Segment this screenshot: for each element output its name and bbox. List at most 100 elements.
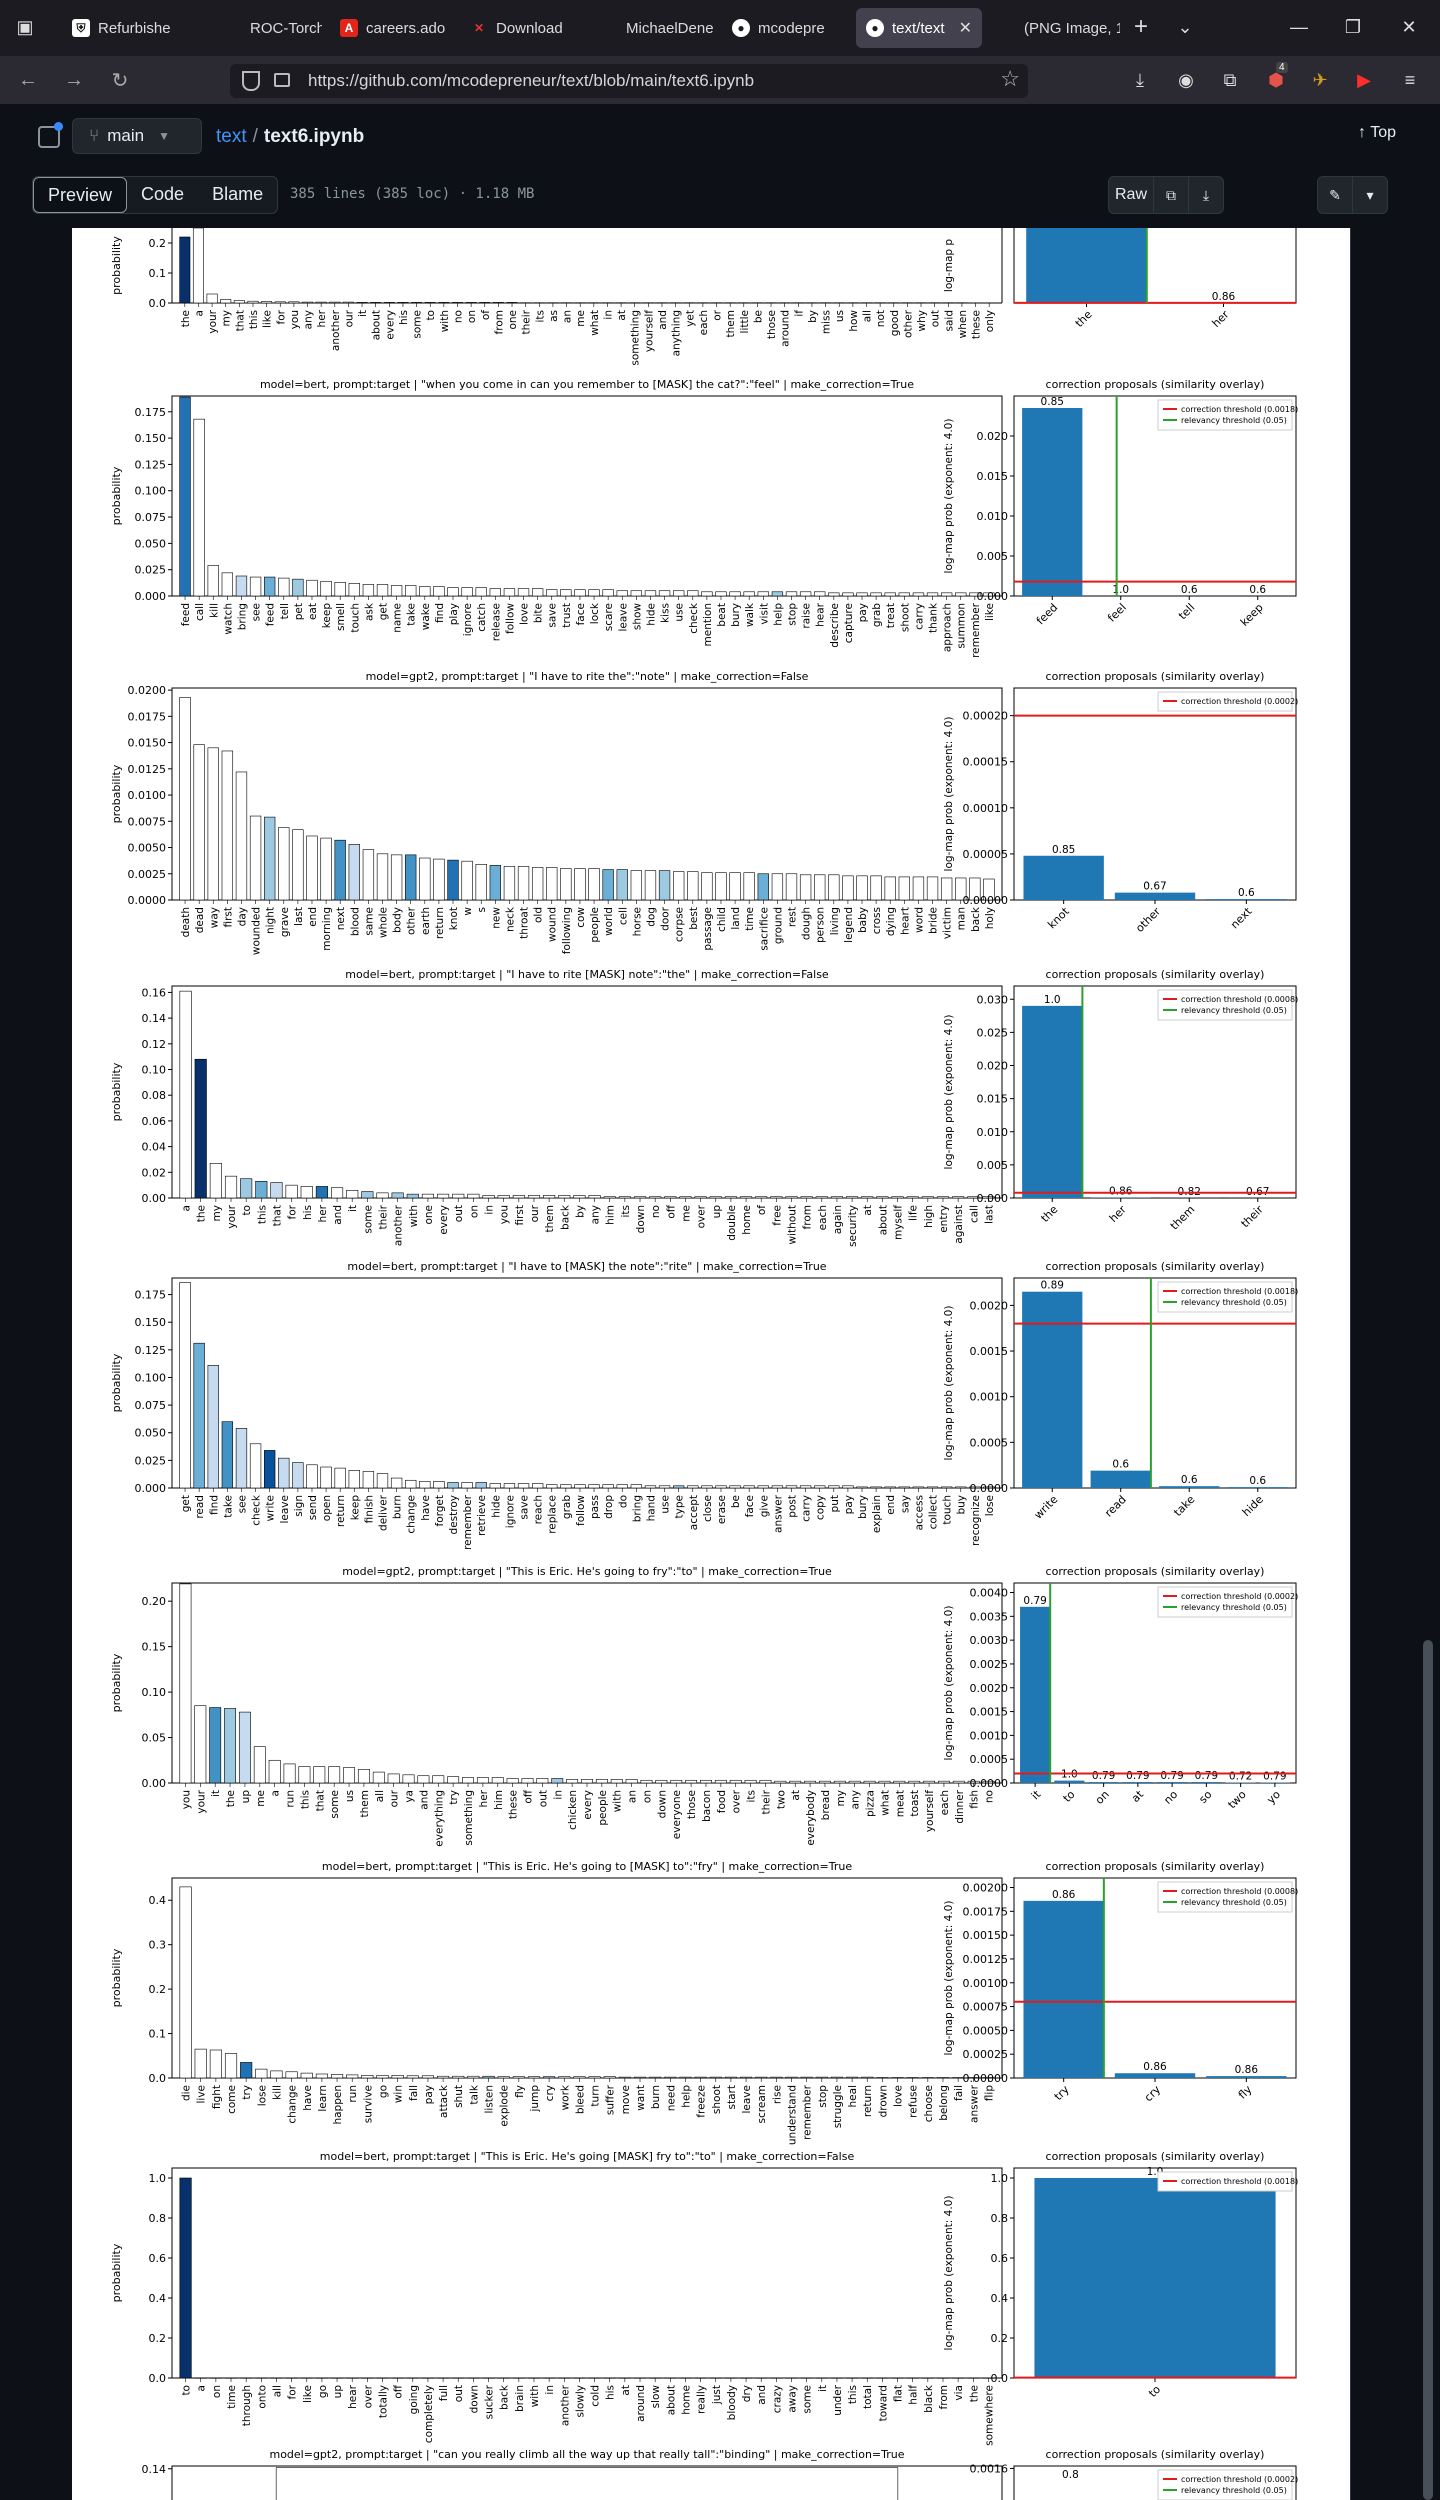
top-button[interactable]: ↑ Top: [1358, 124, 1396, 142]
forward-icon[interactable]: →: [64, 68, 84, 91]
x-tick-label: really: [696, 2385, 708, 2414]
x-tick-label: eat: [307, 603, 319, 620]
tab-4[interactable]: MichaelDenenb: [590, 8, 714, 48]
close-window-icon[interactable]: ✕: [1401, 16, 1417, 37]
branch-selector[interactable]: ⑂ main ▼: [72, 118, 202, 154]
downloads-icon[interactable]: ⤓: [1136, 69, 1144, 90]
bar: [891, 1196, 904, 1199]
y-tick-label: 0.15: [142, 1641, 167, 1654]
tab-blame[interactable]: Blame: [212, 183, 264, 204]
bar: [383, 302, 395, 304]
x-tick-label: them: [544, 1205, 556, 1232]
bar: [739, 2076, 753, 2079]
bar: [673, 871, 685, 901]
tab-5[interactable]: ● mcodepre: [722, 8, 848, 48]
x-tick-label: these: [971, 310, 983, 339]
bookmark-star-icon[interactable]: ☆: [1000, 66, 1020, 91]
bar: [898, 592, 910, 597]
x-tick-label: treat: [885, 603, 897, 628]
bar: [743, 1485, 755, 1489]
x-tick-label: double: [726, 1205, 738, 1241]
extension-icon[interactable]: ✈: [1312, 69, 1328, 90]
x-tick-label: of: [756, 1205, 768, 1215]
y-tick-label: 0.175: [135, 1289, 167, 1302]
x-tick-label: each: [698, 310, 710, 335]
tab-code[interactable]: Code: [141, 183, 185, 204]
tracking-shield-icon[interactable]: [242, 71, 260, 91]
x-tick-label: the: [968, 2385, 980, 2402]
account-icon[interactable]: ◉: [1178, 69, 1194, 90]
youtube-icon[interactable]: ▶: [1357, 69, 1371, 90]
y-tick-label: 0.025: [977, 1026, 1009, 1039]
close-tab-icon[interactable]: ✕: [958, 20, 972, 37]
x-tick-label: why: [916, 310, 928, 331]
menu-icon[interactable]: ≡: [1404, 69, 1416, 90]
download-icon[interactable]: ⤓: [1188, 177, 1223, 213]
breadcrumb: text / text6.ipynb: [216, 126, 364, 148]
tab-6[interactable]: ● text/text ✕: [856, 8, 982, 48]
lock-icon[interactable]: [274, 73, 290, 87]
scrollbar-thumb[interactable]: [1423, 1640, 1433, 2500]
edit-dropdown-chevron-icon[interactable]: ▾: [1352, 177, 1387, 213]
ublock-icon[interactable]: ⬢: [1268, 69, 1284, 90]
x-tick-label: access: [913, 1495, 925, 1530]
tab-1[interactable]: ROC-Torch: [214, 8, 322, 48]
x-tick-label: put: [829, 1495, 841, 1512]
bar: [264, 576, 276, 597]
x-tick-label: come: [226, 2085, 238, 2114]
bar: [743, 872, 755, 901]
breadcrumb-repo-link[interactable]: text: [216, 126, 247, 147]
back-icon[interactable]: ←: [18, 68, 38, 91]
y-tick-label: 0.0000: [128, 894, 167, 907]
x-tick-label: return: [862, 2085, 874, 2117]
x-tick-label: return: [335, 1495, 347, 1527]
proposal-x-label: keep: [1238, 601, 1266, 629]
url-bar[interactable]: https://github.com/mcodepreneur/text/blo…: [230, 64, 1028, 98]
tab-7[interactable]: (PNG Image, 14: [988, 8, 1120, 48]
bar: [512, 2076, 525, 2079]
restore-icon[interactable]: ❐: [1344, 16, 1362, 37]
proposal-bar: [1206, 2076, 1287, 2078]
new-tab-button[interactable]: +: [1133, 13, 1148, 40]
x-tick-label: death: [180, 907, 192, 937]
tab-overview-icon[interactable]: ▣: [16, 16, 34, 37]
bar: [774, 1780, 787, 1784]
x-tick-label: pay: [843, 1495, 855, 1514]
copy-icon[interactable]: ⧉: [1153, 177, 1188, 213]
x-tick-label: this: [847, 2385, 859, 2404]
x-tick-label: hear: [347, 2384, 359, 2409]
sidebar-toggle-icon[interactable]: [38, 126, 60, 148]
tab-preview[interactable]: Preview: [33, 177, 128, 213]
notification-dot: [54, 122, 63, 131]
extension-badge: 4: [1276, 62, 1288, 73]
bar: [328, 1766, 341, 1784]
x-tick-label: passage: [702, 907, 714, 951]
proposal-bar: [1022, 408, 1083, 596]
edit-pencil-icon[interactable]: ✎: [1329, 186, 1341, 203]
bar: [390, 854, 403, 901]
bar: [819, 1780, 831, 1784]
bar: [893, 1780, 906, 1784]
minimize-icon[interactable]: —: [1290, 16, 1308, 37]
x-tick-label: against: [953, 1205, 965, 1244]
x-tick-label: destroy: [448, 1495, 460, 1534]
reload-icon[interactable]: ↻: [111, 69, 129, 92]
x-tick-label: talk: [468, 2084, 480, 2104]
x-tick-label: type: [674, 1495, 686, 1518]
proposal-x-label: feel: [1105, 601, 1129, 625]
x-tick-label: carry: [801, 1495, 813, 1522]
tab-list-chevron-icon[interactable]: ⌄: [1177, 16, 1193, 37]
x-tick-label: around: [635, 2385, 647, 2422]
tab-3[interactable]: ✕ Download: [460, 8, 582, 48]
tab-0[interactable]: ⛨ Refurbishe: [62, 8, 204, 48]
bar: [361, 1191, 374, 1199]
y-tick-label: 0.0040: [970, 1587, 1009, 1600]
bar: [658, 590, 671, 597]
raw-button[interactable]: Raw: [1114, 186, 1147, 203]
extensions-icon[interactable]: ⧉: [1223, 69, 1237, 90]
y-tick-label: 0.125: [135, 1344, 167, 1357]
bar: [644, 870, 657, 901]
x-tick-label: freeze: [696, 2085, 708, 2118]
